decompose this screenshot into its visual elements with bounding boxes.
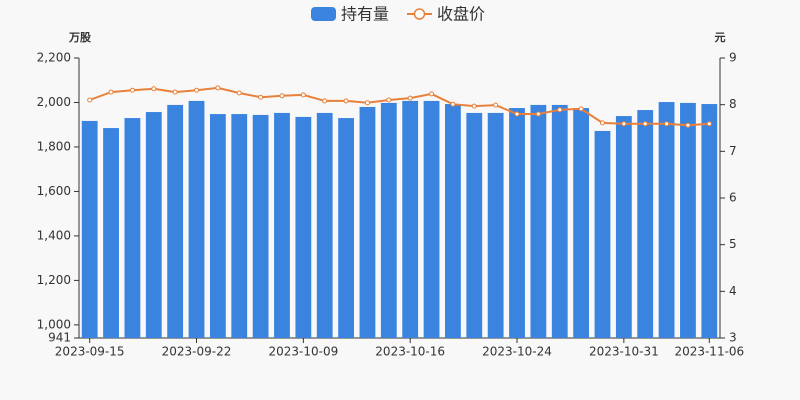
y-tick-label: 941 [48,331,71,345]
price-point [621,121,627,127]
price-point [429,91,435,97]
bar [658,102,675,339]
bar [573,108,590,339]
price-point [258,94,264,100]
bar [530,104,547,338]
price-point [215,85,221,91]
bar [445,104,461,339]
legend-label: 持有量 [341,5,389,24]
price-point [685,122,691,128]
bar [701,104,718,339]
bar [551,104,568,338]
price-point [664,121,670,127]
y2-tick-label: 5 [729,237,737,251]
y2-tick-label: 8 [729,97,737,111]
bar [145,112,162,338]
legend-swatch [311,7,336,21]
bar [103,128,119,338]
bar [338,118,354,338]
bar [209,114,226,338]
bar [402,100,419,338]
price-point [343,98,349,104]
bar [316,112,333,338]
bar [380,102,397,338]
x-tick-label: 2023-11-06 [674,345,744,359]
bar [423,100,440,338]
y-axis-unit: 万股 [68,31,92,44]
bar [167,104,184,338]
price-line [89,86,710,127]
bar [594,130,611,338]
bar [81,120,98,338]
x-tick-label: 2023-10-09 [268,345,338,359]
bar [274,112,290,338]
y-tick-label: 1,000 [37,317,71,331]
y-tick-label: 2,200 [37,51,71,65]
price-point [493,102,499,108]
price-point [172,89,178,95]
bar [466,112,483,338]
bar [637,110,654,338]
price-point [108,89,114,95]
price-point [642,121,648,127]
price-point [450,101,456,107]
x-tick-label: 2023-10-24 [482,345,552,359]
price-point [557,107,563,113]
y2-axis-unit: 元 [715,31,726,44]
y-tick-label: 1,800 [37,139,71,153]
bar [124,118,141,338]
price-point [578,106,584,112]
price-point [386,97,392,103]
price-point [87,97,93,103]
y2-tick-label: 9 [729,51,737,65]
price-point [279,93,285,99]
bar [615,116,632,338]
price-point [535,111,541,117]
legend-swatch [413,8,426,20]
bar [252,114,269,338]
price-point [300,92,306,98]
y-tick-label: 1,600 [37,184,71,198]
price-point [129,87,135,93]
price-point [407,95,413,101]
price-point [236,90,242,96]
bar [487,112,504,338]
y-tick-label: 1,400 [37,228,71,242]
price-point [706,121,712,127]
price-point [322,98,328,104]
x-tick-label: 2023-10-16 [375,345,445,359]
y2-tick-label: 6 [729,191,737,205]
y2-tick-label: 4 [729,284,737,298]
y2-tick-label: 7 [729,144,737,158]
price-point [364,100,370,106]
x-tick-label: 2023-09-22 [162,345,232,359]
bar [359,106,376,338]
price-point [599,120,605,126]
bar [231,114,248,338]
bar [295,116,312,338]
bar [680,102,696,338]
price-point [151,86,157,92]
y2-tick-label: 3 [729,331,737,345]
price-point [514,111,520,117]
x-tick-label: 2023-09-15 [55,345,125,359]
bar [509,108,525,339]
x-tick-label: 2023-10-31 [589,345,659,359]
price-point [471,103,477,109]
legend-label: 收盘价 [437,5,485,24]
price-point [194,87,200,93]
y-tick-label: 2,000 [37,95,71,109]
y-tick-label: 1,200 [37,273,71,287]
bar [188,100,205,338]
